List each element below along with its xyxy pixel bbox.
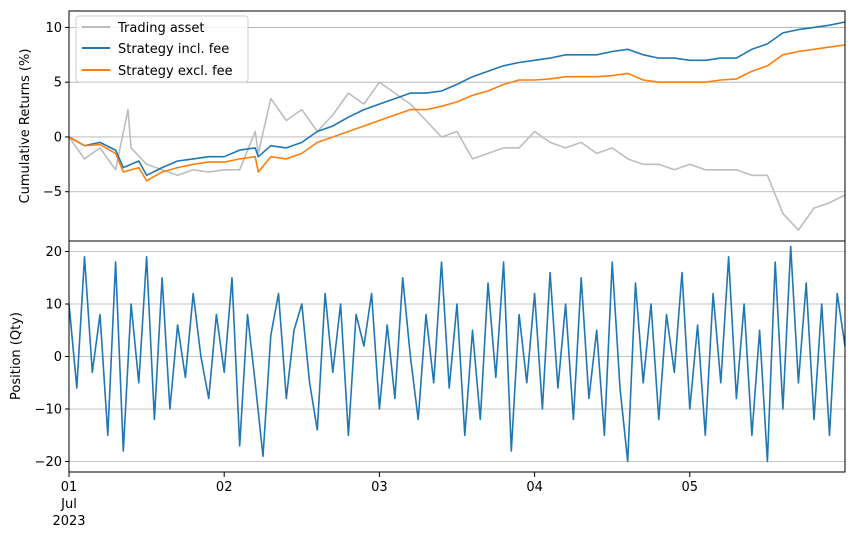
x-tick-label: 01	[61, 480, 78, 495]
returns-y-tick-label: 5	[54, 76, 62, 91]
position-series-lines	[68, 245, 846, 463]
position-y-tick-label: 0	[54, 350, 62, 365]
x-axis-year-label: 2023	[52, 514, 85, 529]
x-tick-label: 04	[526, 480, 543, 495]
position-y-ticks: −20 −10 0 10 20	[35, 245, 69, 470]
position-series-line-0	[68, 245, 846, 463]
returns-series-line-1	[68, 21, 846, 177]
legend: Trading asset Strategy incl. fee Strateg…	[75, 15, 249, 83]
returns-series-line-0	[68, 81, 846, 231]
returns-y-tick-label: −5	[43, 185, 62, 200]
x-tick-label: 03	[371, 480, 388, 495]
position-y-axis-label: Position (Qty)	[9, 312, 24, 400]
position-gridlines	[69, 251, 845, 462]
returns-y-tick-label: 10	[45, 21, 62, 36]
position-y-tick-label: 10	[45, 298, 62, 313]
returns-y-tick-label: 0	[54, 130, 62, 145]
position-y-tick-label: −20	[35, 455, 62, 470]
legend-box	[75, 15, 249, 83]
legend-label-strategy-excl-fee: Strategy excl. fee	[118, 64, 233, 79]
x-tick-label: 02	[216, 480, 233, 495]
position-y-tick-label: 20	[45, 245, 62, 260]
returns-y-ticks: −5 0 5 10	[43, 21, 69, 200]
legend-label-trading-asset: Trading asset	[117, 21, 204, 36]
x-axis-ticks: 01 02 03 04 05	[61, 472, 698, 495]
x-axis-month-label: Jul	[60, 497, 77, 512]
position-panel: −20 −10 0 10 20 Position (Qty)	[9, 240, 846, 473]
returns-y-axis-label: Cumulative Returns (%)	[18, 49, 33, 204]
legend-label-strategy-incl-fee: Strategy incl. fee	[118, 42, 229, 57]
returns-series-lines	[68, 21, 846, 231]
position-y-tick-label: −10	[35, 403, 62, 418]
returns-series-line-2	[68, 44, 846, 182]
x-tick-label: 05	[682, 480, 699, 495]
returns-panel: −5 0 5 10 Cumulative Returns (%) Trading as…	[18, 10, 846, 242]
